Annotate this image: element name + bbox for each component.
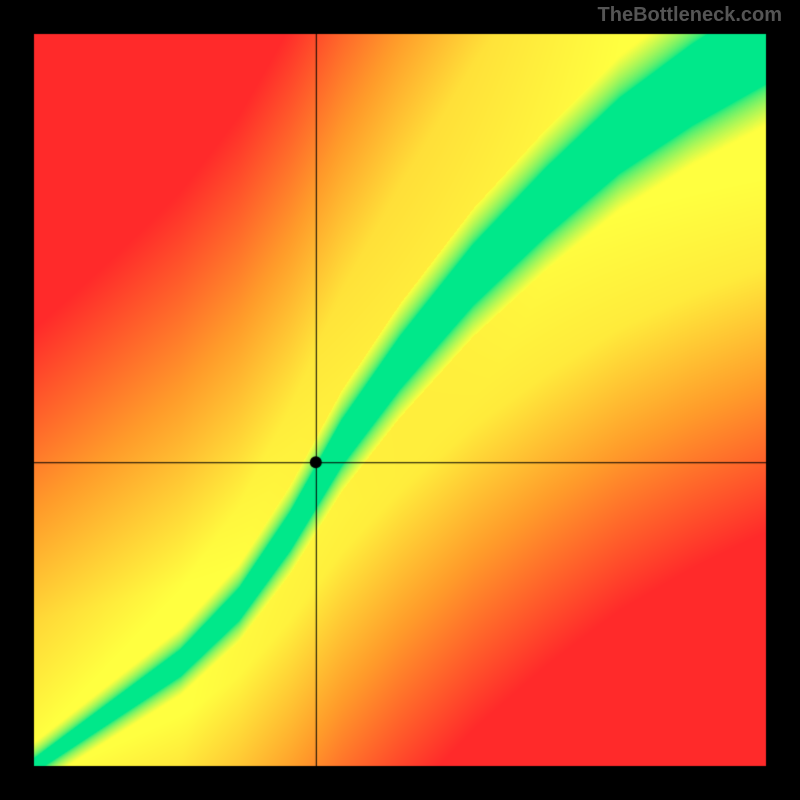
watermark-text: TheBottleneck.com — [598, 4, 782, 27]
chart-container: TheBottleneck.com — [0, 0, 800, 800]
heatmap-canvas — [0, 0, 800, 800]
